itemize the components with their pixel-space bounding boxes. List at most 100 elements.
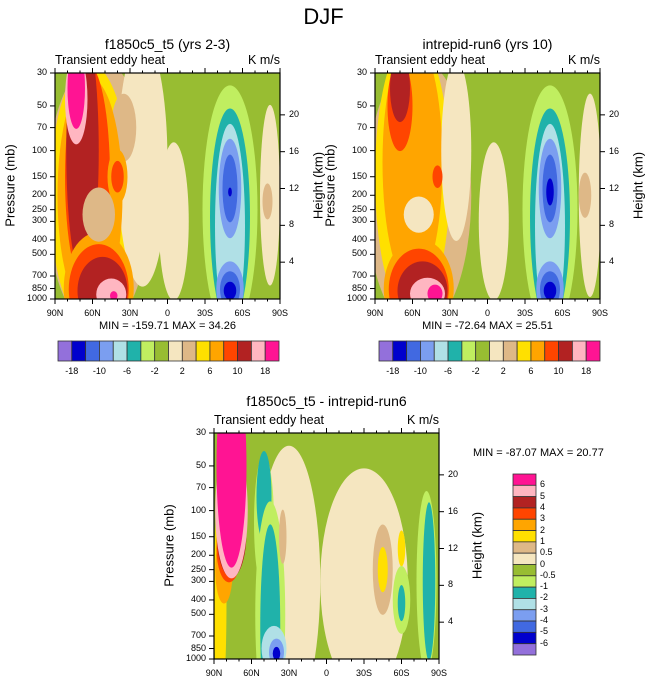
colorbar-label: 0.5 [540, 547, 553, 558]
y-tick-label: 150 [31, 170, 47, 181]
colorbar [512, 473, 537, 656]
y-tick-label: 400 [190, 593, 206, 604]
colorbar-swatch [512, 541, 537, 554]
colorbar-swatch [512, 484, 537, 498]
colorbar-swatch [57, 340, 73, 362]
x-tick-label: 30N [280, 668, 298, 678]
colorbar-swatch [250, 340, 266, 362]
colorbar-swatch [489, 340, 504, 362]
colorbar-label: -18 [386, 366, 400, 376]
colorbar-swatch [512, 609, 537, 622]
colorbar-label: -4 [540, 615, 549, 626]
colorbar-label: 3 [540, 513, 546, 524]
y-tick-label: 1000 [26, 293, 47, 303]
y-tick-label: 200 [190, 549, 206, 560]
colorbar-swatch [99, 340, 114, 362]
contour-region [397, 530, 406, 567]
colorbar-label: 6 [540, 479, 546, 490]
x-tick-label: 30N [441, 308, 459, 318]
y-tick-label: 70 [36, 121, 47, 132]
y-tick-label: 30 [36, 67, 47, 77]
x-tick-label: 30N [121, 308, 139, 318]
colorbar-swatch [512, 643, 537, 656]
contour-region [543, 281, 557, 299]
panel-title: f1850c5_t5 (yrs 2-3) [104, 36, 231, 52]
contour-region [82, 187, 115, 242]
colorbar-swatch [195, 340, 211, 362]
contour-region [397, 585, 406, 622]
y-tick-label: 850 [351, 282, 367, 293]
colorbar-swatch [168, 340, 183, 362]
colorbar-swatch [512, 507, 537, 520]
colorbar-swatch [558, 340, 573, 362]
colorbar-swatch [378, 340, 394, 362]
y-tick-label: 300 [351, 215, 367, 226]
colorbar-swatch [512, 564, 537, 577]
colorbar-swatch [502, 340, 518, 362]
colorbar-swatch [447, 340, 463, 362]
y-axis-label: Pressure (mb) [2, 144, 18, 227]
x-tick-label: 60S [554, 308, 571, 318]
x-tick-label: 30S [355, 668, 372, 678]
y-tick-label: 100 [190, 504, 206, 515]
y-tick-label: 850 [31, 282, 47, 293]
y-tick-label: 500 [351, 248, 367, 259]
y-tick-label: 500 [31, 248, 47, 259]
y-tick-label: 500 [190, 608, 206, 619]
contour-region [422, 502, 436, 659]
colorbar-swatch [512, 575, 537, 588]
y-right-tick-label: 16 [448, 505, 459, 516]
colorbar-swatch [71, 340, 87, 362]
x-tick-label: 90S [271, 308, 288, 318]
y-tick-label: 250 [190, 563, 206, 574]
contour-region [546, 178, 554, 206]
x-tick-label: 90N [205, 668, 223, 678]
x-tick-label: 60N [404, 308, 421, 318]
panel-title: f1850c5_t5 - intrepid-run6 [246, 393, 407, 409]
x-tick-label: 60S [393, 668, 410, 678]
colorbar-swatch [237, 340, 252, 362]
colorbar-swatch [223, 340, 238, 362]
colorbar-swatch [112, 340, 128, 362]
colorbar-swatch [154, 340, 169, 362]
y-tick-label: 200 [351, 189, 367, 200]
contour-plot [50, 68, 285, 304]
x-tick-label: 90S [591, 308, 608, 318]
contour-region [262, 183, 273, 220]
min-max-text: MIN = -87.07 MAX = 20.77 [473, 447, 604, 459]
colorbar-label: 2 [500, 366, 506, 376]
colorbar-label: -2 [540, 592, 549, 603]
colorbar-swatch [406, 340, 421, 362]
contour-region [432, 165, 443, 189]
colorbar [378, 340, 601, 362]
colorbar-swatch [512, 620, 537, 633]
colorbar-swatch [512, 530, 537, 543]
x-tick-label: 60N [84, 308, 101, 318]
y-tick-label: 300 [190, 575, 206, 586]
x-tick-label: 0 [323, 668, 329, 678]
contour-region [228, 187, 232, 197]
contour-region [390, 73, 410, 123]
min-max-text: MIN = -72.64 MAX = 25.51 [422, 320, 553, 332]
y-axis-right-label: Height (km) [630, 151, 646, 220]
y-tick-label: 150 [190, 530, 206, 541]
y-tick-label: 250 [351, 203, 367, 214]
y-right-tick-label: 8 [448, 579, 454, 590]
right-string: K m/s [407, 413, 439, 427]
y-right-tick-label: 20 [609, 108, 620, 119]
y-right-tick-label: 16 [609, 145, 620, 156]
y-right-tick-label: 12 [448, 542, 459, 553]
colorbar-label: -3 [540, 603, 549, 614]
y-tick-label: 700 [351, 270, 367, 280]
contour-region [272, 646, 281, 659]
y-tick-label: 200 [31, 189, 47, 200]
y-tick-label: 850 [190, 642, 206, 653]
page-title: DJF [303, 4, 344, 29]
colorbar-swatch [126, 340, 142, 362]
colorbar-swatch [544, 340, 559, 362]
colorbar-swatch [530, 340, 546, 362]
min-max-text: MIN = -159.71 MAX = 34.26 [99, 320, 236, 332]
contour-region [478, 142, 509, 299]
contour-region [377, 547, 388, 593]
y-tick-label: 100 [351, 144, 367, 155]
